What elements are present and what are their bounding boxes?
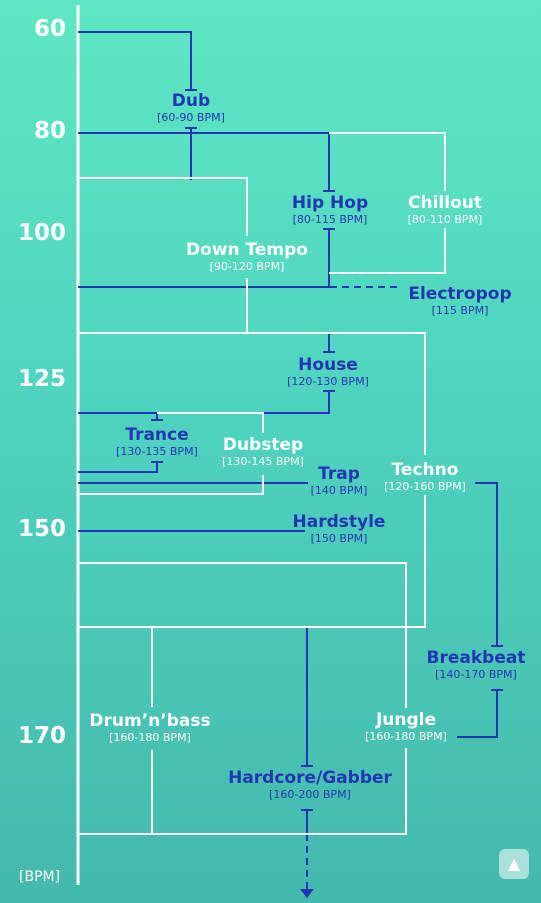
genre-hardcore-gabber: Hardcore/Gabber [160-200 BPM]: [228, 768, 392, 802]
genre-dub: Dub [60-90 BPM]: [157, 91, 225, 125]
genre-drum-n-bass: Drum’n’bass [160-180 BPM]: [89, 711, 210, 745]
genre-range: [90-120 BPM]: [209, 260, 285, 273]
genre-trap: Trap [140 BPM]: [311, 464, 368, 498]
arrow-up-icon: ▲: [507, 854, 521, 873]
genre-dubstep: Dubstep [130-145 BPM]: [222, 435, 304, 469]
genre-hip-hop: Hip Hop [80-115 BPM]: [292, 193, 368, 227]
genre-breakbeat: Breakbeat [140-170 BPM]: [427, 648, 526, 682]
genre-house: House [120-130 BPM]: [287, 355, 369, 389]
genre-range: [160-180 BPM]: [365, 730, 447, 743]
genre-trance: Trance [130-135 BPM]: [116, 425, 198, 459]
genre-range: [140 BPM]: [310, 484, 368, 497]
axis-tick-80: 80: [33, 118, 66, 144]
genre-name: House: [298, 355, 358, 375]
genre-range: [150 BPM]: [310, 532, 368, 545]
genre-name: Dub: [171, 91, 211, 111]
genre-range: [160-180 BPM]: [109, 731, 191, 744]
genre-name: Trap: [318, 464, 360, 484]
genre-name: Hip Hop: [291, 193, 369, 213]
genre-name: Drum’n’bass: [89, 711, 211, 731]
genre-down-tempo: Down Tempo [90-120 BPM]: [186, 240, 308, 274]
genre-range: [60-90 BPM]: [157, 111, 225, 124]
genre-range: [160-200 BPM]: [269, 788, 351, 801]
genre-jungle: Jungle [160-180 BPM]: [365, 710, 447, 744]
genre-name: Jungle: [375, 710, 437, 730]
genre-range: [120-160 BPM]: [384, 480, 466, 493]
genre-range: [120-130 BPM]: [287, 375, 369, 388]
genre-range: [140-170 BPM]: [435, 668, 517, 681]
axis-tick-100: 100: [17, 220, 66, 246]
axis-tick-170: 170: [17, 723, 66, 749]
genre-name: Chillout: [408, 193, 482, 213]
genre-range: [130-135 BPM]: [116, 445, 198, 458]
genre-electropop: Electropop [115 BPM]: [408, 284, 511, 318]
scroll-to-top-button[interactable]: ▲: [499, 849, 529, 879]
genre-name: Techno: [391, 460, 459, 480]
axis-tick-60: 60: [33, 16, 66, 42]
genre-name: Down Tempo: [186, 240, 308, 260]
genre-techno: Techno [120-160 BPM]: [384, 460, 466, 494]
genre-range: [80-110 BPM]: [407, 213, 483, 226]
axis-tick-125: 125: [17, 366, 66, 392]
axis-unit-label: [BPM]: [19, 869, 61, 885]
genre-range: [115 BPM]: [431, 304, 489, 317]
genre-name: Electropop: [408, 284, 512, 304]
genre-range: [130-145 BPM]: [222, 455, 304, 468]
genre-name: Hardstyle: [292, 512, 386, 532]
genre-name: Trance: [125, 425, 189, 445]
genre-chillout: Chillout [80-110 BPM]: [408, 193, 483, 227]
genre-name: Dubstep: [222, 435, 304, 455]
genre-hardstyle: Hardstyle [150 BPM]: [293, 512, 386, 546]
genre-name: Hardcore/Gabber: [228, 768, 392, 788]
genre-range: [80-115 BPM]: [292, 213, 368, 226]
genre-name: Breakbeat: [426, 648, 526, 668]
axis-tick-150: 150: [17, 516, 66, 542]
